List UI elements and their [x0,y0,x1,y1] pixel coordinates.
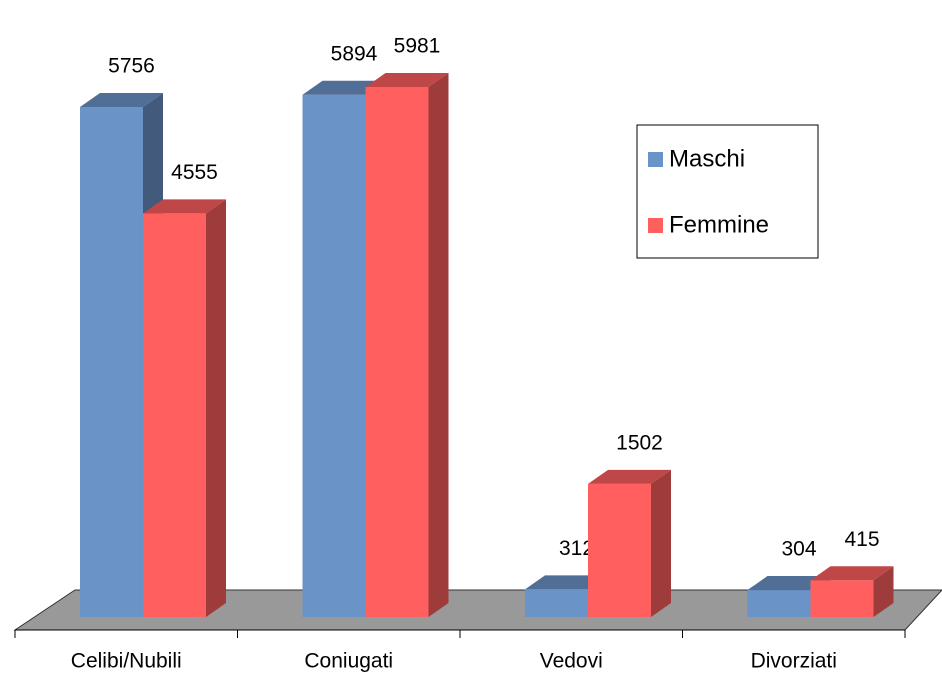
bar [365,87,429,617]
value-label: 415 [844,528,879,551]
bar [525,589,588,617]
bar-top [588,469,671,484]
x-tick-label: Divorziati [751,650,837,673]
bar [143,213,206,618]
bar-top [143,199,226,214]
x-tick-label: Coniugati [304,650,393,673]
value-label: 5981 [394,35,441,58]
bar-top [525,575,608,590]
bar [302,94,366,617]
bar [80,106,143,617]
value-label: 1502 [616,431,663,454]
value-label: 304 [781,538,816,561]
bar-top [810,566,894,581]
bar [747,590,811,617]
bar [810,580,874,617]
bar-top [80,92,163,107]
bar-top [365,73,449,87]
legend-swatch [648,152,663,167]
bar-side [651,469,671,617]
legend-label: Maschi [669,145,745,172]
bar-side [873,566,894,617]
bar-top [302,80,386,95]
legend-swatch [648,218,663,233]
bar [588,483,651,617]
value-label: 312 [559,537,594,560]
value-label: 4555 [171,161,218,184]
x-tick-label: Celibi/Nubili [71,650,182,673]
bar-side [206,199,226,618]
bar-top [747,576,831,591]
legend-label: Femmine [669,211,769,238]
value-label: 5756 [108,54,155,77]
bar-side [428,73,449,617]
value-label: 5894 [331,42,378,65]
legend-box [636,124,819,259]
legend: Maschi Femmine [636,124,819,259]
x-tick-label: Vedovi [540,650,603,673]
